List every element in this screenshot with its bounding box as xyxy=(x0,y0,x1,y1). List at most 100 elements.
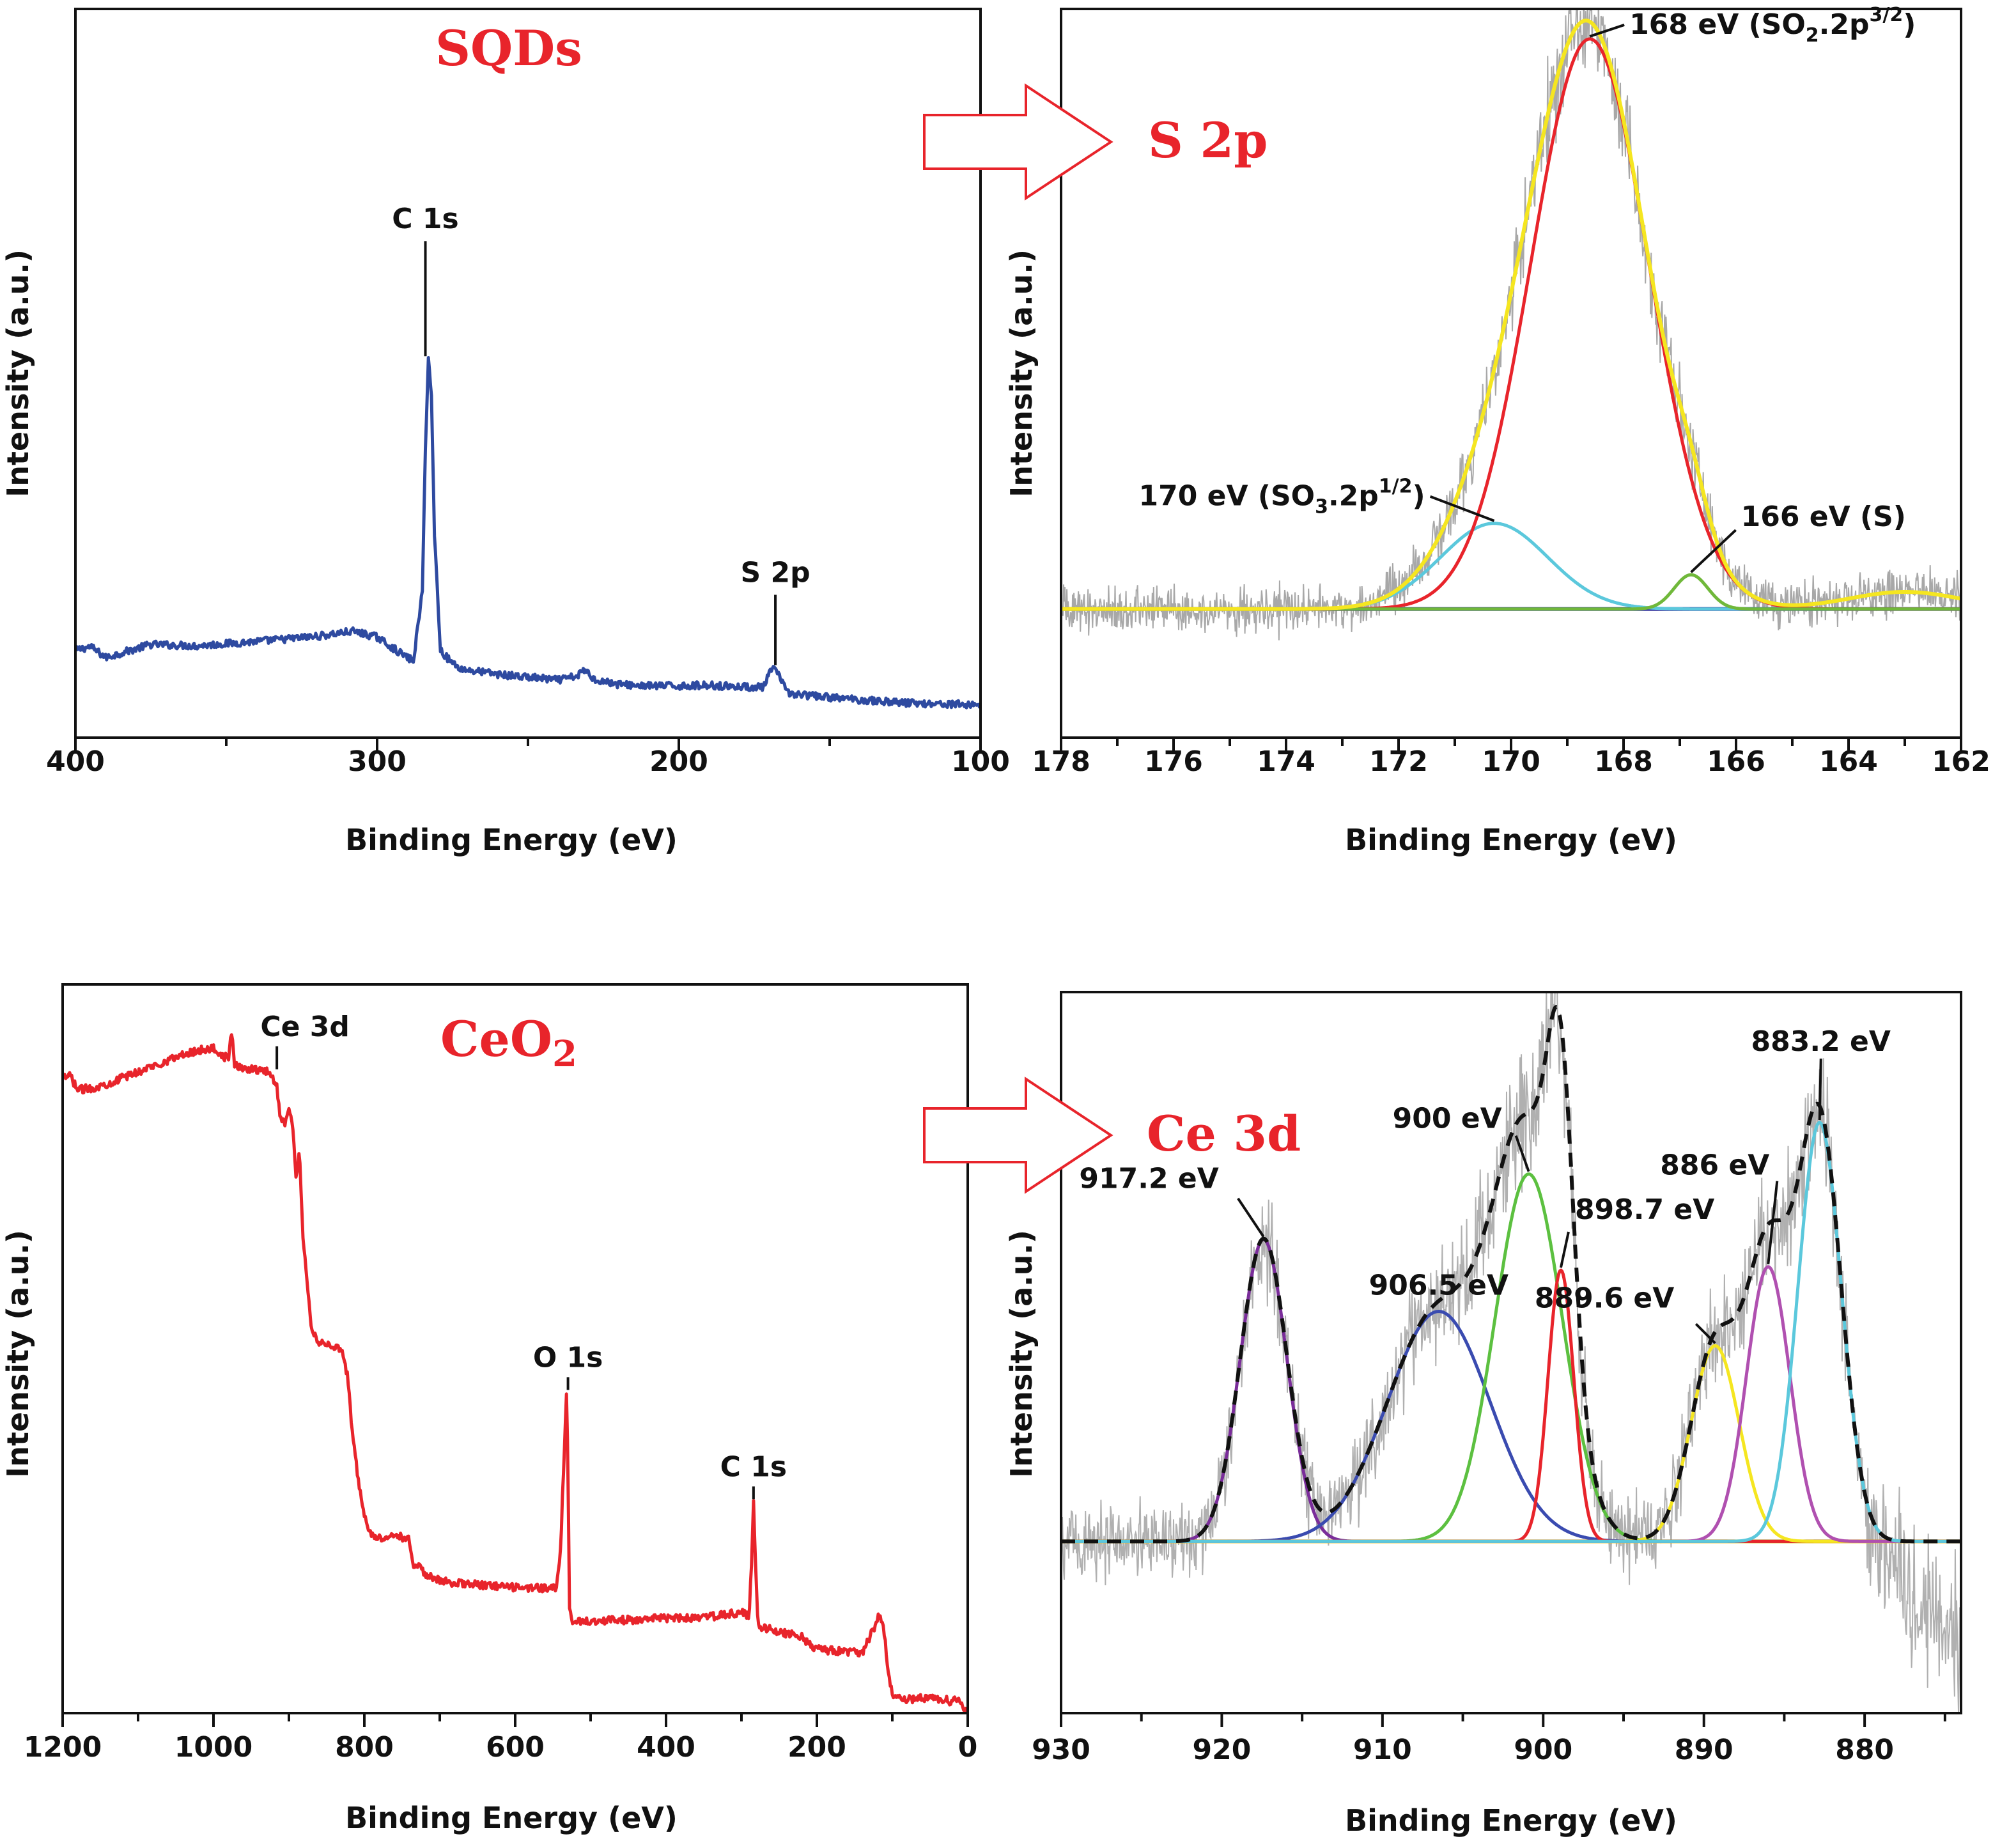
peak-label: 889.6 eV xyxy=(1535,1282,1674,1314)
plot-frame xyxy=(61,983,969,1714)
x-tick-label: 600 xyxy=(486,1731,545,1764)
x-ticks xyxy=(1060,1713,1946,1727)
annotation-leader xyxy=(1818,1059,1822,1121)
annotation-leader xyxy=(1690,529,1737,573)
panel-title: S 2p xyxy=(1148,112,1268,169)
raw-data-line xyxy=(1061,992,1961,1712)
raw-data-line xyxy=(1061,9,1961,641)
x-axis-label: Binding Energy (eV) xyxy=(1345,1803,1677,1838)
x-tick-label: 800 xyxy=(335,1731,394,1764)
panel-title-subscript: 2 xyxy=(552,1033,577,1075)
peak-label: 917.2 eV xyxy=(1079,1163,1218,1195)
data-lines xyxy=(1061,9,1961,641)
peak-label: 900 eV xyxy=(1393,1103,1502,1135)
x-tick-label: 880 xyxy=(1835,1734,1894,1766)
peak-label: 170 eV (SO3.2p1/2) xyxy=(1138,476,1425,518)
x-tick-label: 300 xyxy=(348,745,407,778)
x-tick-label: 162 xyxy=(1932,745,1990,778)
x-tick-label: 1000 xyxy=(174,1731,252,1764)
tick-labels: 400 300 200 100 xyxy=(46,745,1010,778)
transition-arrow xyxy=(923,1076,1113,1194)
y-axis-label: Intensity (a.u.) xyxy=(1,249,35,497)
panel-title: CeO2 xyxy=(440,1011,577,1075)
annotation-leader xyxy=(1237,1197,1265,1238)
x-tick-label: 172 xyxy=(1369,745,1428,778)
annotations: 917.2 eV 906.5 eV 900 eV 898.7 eV 889.6 eV 88… xyxy=(1079,1025,1891,1344)
x-tick-label: 166 xyxy=(1707,745,1765,778)
x-tick-label: 170 xyxy=(1482,745,1540,778)
peak-label: S 2p xyxy=(740,557,810,589)
x-axis-label: Binding Energy (eV) xyxy=(345,823,678,857)
x-tick-label: 178 xyxy=(1032,745,1090,778)
component-peak xyxy=(1061,1268,1961,1543)
x-tick-label: 0 xyxy=(958,1731,978,1764)
peak-label: 898.7 eV xyxy=(1575,1193,1714,1226)
x-tick-label: 930 xyxy=(1032,1734,1090,1766)
tick-labels: 1200 1000 800 600 400 200 0 xyxy=(24,1731,978,1764)
data-lines xyxy=(75,356,981,710)
x-tick-label: 200 xyxy=(649,745,708,778)
envelope-line xyxy=(1061,1005,1961,1544)
x-tick-label: 176 xyxy=(1144,745,1203,778)
data-lines xyxy=(1061,992,1961,1712)
x-ticks xyxy=(61,1713,969,1727)
transition-arrow xyxy=(923,83,1113,201)
annotation-leader xyxy=(1767,1181,1779,1264)
x-tick-label: 920 xyxy=(1192,1734,1251,1766)
peak-label: 883.2 eV xyxy=(1751,1025,1891,1058)
x-tick-label: 890 xyxy=(1675,1734,1733,1766)
x-tick-label: 400 xyxy=(637,1731,695,1764)
panel-ceo2-survey: 1200 1000 800 600 400 200 0 Ce 3d O 1s C 1s CeO2… xyxy=(1,983,978,1835)
annotation-leader xyxy=(1694,1323,1716,1344)
x-tick-label: 910 xyxy=(1353,1734,1412,1766)
x-tick-label: 164 xyxy=(1819,745,1878,778)
peak-label: 886 eV xyxy=(1660,1149,1769,1182)
x-tick-label: 200 xyxy=(787,1731,846,1764)
peak-label: C 1s xyxy=(392,203,458,235)
x-ticks xyxy=(1060,738,1962,752)
x-tick-label: 400 xyxy=(46,745,105,778)
peak-label: 906.5 eV xyxy=(1369,1270,1508,1302)
component-peak xyxy=(1061,1121,1961,1543)
y-axis-label: Intensity (a.u.) xyxy=(1004,249,1039,497)
plot-frame xyxy=(74,8,982,739)
panel-title: Ce 3d xyxy=(1147,1105,1301,1162)
peak-label: Ce 3d xyxy=(260,1011,350,1043)
panel-title-text: CeO xyxy=(440,1011,552,1068)
x-axis-label: Binding Energy (eV) xyxy=(345,1801,678,1835)
peak-label: 168 eV (SO2.2p3/2) xyxy=(1629,4,1916,47)
x-tick-label: 174 xyxy=(1257,745,1315,778)
series-line xyxy=(63,1033,968,1713)
panel-sqds-survey: 400 300 200 100 C 1s S 2p SQDs Binding Energ… xyxy=(1,8,1010,857)
x-ticks xyxy=(74,738,982,752)
x-tick-label: 900 xyxy=(1514,1734,1572,1766)
x-tick-label: 100 xyxy=(951,745,1010,778)
annotations: 168 eV (SO2.2p3/2) 170 eV (SO3.2p1/2) 166 … xyxy=(1138,4,1916,573)
x-tick-label: 1200 xyxy=(24,1731,102,1764)
series-line xyxy=(75,356,981,710)
peak-label: O 1s xyxy=(533,1341,603,1374)
plot-frame xyxy=(1060,991,1962,1714)
tick-labels: 930 920 910 900 890 880 xyxy=(1032,1734,1894,1766)
x-tick-label: 168 xyxy=(1594,745,1653,778)
component-peak xyxy=(1061,1344,1961,1543)
panel-s2p: 178 176 174 172 170 168 166 164 162 168 eV (SO2.… xyxy=(923,4,1990,857)
peak-label: 166 eV (S) xyxy=(1741,501,1906,533)
component-peak xyxy=(1061,1172,1961,1543)
y-axis-label: Intensity (a.u.) xyxy=(1,1230,35,1478)
component-peak xyxy=(1061,1238,1961,1543)
x-axis-label: Binding Energy (eV) xyxy=(1345,823,1677,857)
annotations: C 1s S 2p xyxy=(392,203,810,665)
panel-ce3d: 930 920 910 900 890 880 917.2 eV 906.5 eV 900 e… xyxy=(923,991,1962,1838)
component-peak xyxy=(1061,1310,1961,1543)
data-lines xyxy=(63,1033,968,1713)
annotation-leader xyxy=(1429,495,1495,522)
annotation-leader xyxy=(1559,1231,1570,1268)
peak-label: C 1s xyxy=(720,1450,787,1483)
annotation-leader xyxy=(1589,24,1625,38)
annotation-leader xyxy=(1514,1135,1530,1172)
envelope-line xyxy=(1061,19,1961,611)
y-axis-label: Intensity (a.u.) xyxy=(1004,1230,1039,1478)
tick-labels: 178 176 174 172 170 168 166 164 162 xyxy=(1032,745,1990,778)
